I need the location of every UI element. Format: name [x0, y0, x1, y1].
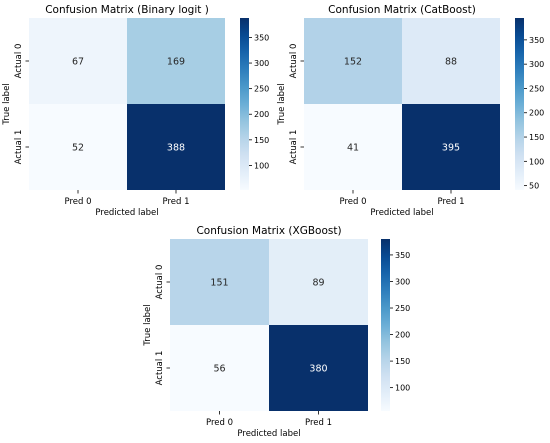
colorbar-tick-label: 250	[529, 84, 544, 93]
colorbar	[240, 18, 249, 190]
heatmap-cell	[127, 104, 225, 190]
confusion-matrix-3: Confusion Matrix (XGBoost) 151 89 56 380 Pred…	[143, 225, 410, 439]
x-tick-label: Pred 0	[339, 197, 366, 207]
y-axis-label: True label	[2, 83, 12, 125]
cell-value-label: 41	[347, 143, 359, 154]
colorbar-tick-label: 300	[395, 277, 410, 286]
cell-value-label: 151	[210, 278, 228, 289]
heatmap-cell	[402, 104, 500, 190]
confusion-matrix-2: Confusion Matrix (CatBoost) 152 88 41 395 Pre…	[277, 4, 544, 218]
cell-value-label: 380	[309, 364, 327, 375]
x-axis-label: Predicted label	[95, 208, 158, 218]
x-tick-label: Pred 1	[162, 197, 189, 207]
heatmap-cell	[304, 104, 402, 190]
colorbar	[381, 239, 390, 411]
x-axis-label: Predicted label	[237, 429, 300, 439]
colorbar-tick-label: 350	[254, 33, 269, 42]
confusion-matrix-1: Confusion Matrix (Binary logit ) 67 169 52 3…	[2, 4, 269, 218]
colorbar-tick-label: 150	[254, 136, 269, 145]
x-tick-label: Pred 0	[64, 197, 91, 207]
y-tick-label: Actual 0	[14, 44, 24, 79]
heatmap-cell	[127, 18, 225, 104]
colorbar-tick-label: 50	[529, 182, 539, 191]
x-tick-label: Pred 1	[305, 418, 332, 428]
cell-value-label: 56	[213, 364, 225, 375]
colorbar-tick-label: 350	[529, 36, 544, 45]
colorbar-tick-label: 200	[529, 109, 544, 118]
heatmap-cell	[269, 325, 368, 411]
colorbar	[515, 18, 524, 190]
heatmap-cell	[402, 18, 500, 104]
x-axis-label: Predicted label	[370, 208, 433, 218]
cell-value-label: 88	[445, 57, 457, 68]
heatmap-cell	[170, 325, 269, 411]
colorbar-tick-label: 150	[395, 357, 410, 366]
chart-title: Confusion Matrix (Binary logit )	[45, 4, 209, 16]
colorbar-tick-label: 100	[254, 161, 269, 170]
cell-value-label: 395	[442, 143, 460, 154]
y-tick-label: Actual 1	[289, 130, 299, 165]
cell-value-label: 388	[167, 143, 185, 154]
heatmap-cell	[29, 104, 127, 190]
heatmap-cell	[304, 18, 402, 104]
x-tick-label: Pred 0	[206, 418, 233, 428]
y-tick-label: Actual 1	[155, 351, 165, 386]
colorbar-tick-label: 250	[254, 85, 269, 94]
chart-title: Confusion Matrix (XGBoost)	[196, 225, 341, 237]
colorbar-tick-label: 300	[254, 59, 269, 68]
colorbar-tick-label: 200	[395, 331, 410, 340]
colorbar-tick-label: 100	[529, 157, 544, 166]
cell-value-label: 152	[344, 57, 362, 68]
colorbar-tick-label: 100	[395, 384, 410, 393]
y-axis-label: True label	[143, 304, 153, 346]
cell-value-label: 169	[167, 57, 185, 68]
heatmap-cell	[170, 239, 269, 325]
colorbar-tick-label: 300	[529, 60, 544, 69]
cell-value-label: 52	[72, 143, 84, 154]
chart-title: Confusion Matrix (CatBoost)	[328, 4, 476, 16]
cell-value-label: 67	[72, 57, 84, 68]
y-tick-label: Actual 1	[14, 130, 24, 165]
heatmap-cell	[269, 239, 368, 325]
x-tick-label: Pred 1	[437, 197, 464, 207]
colorbar-tick-label: 200	[254, 110, 269, 119]
colorbar-tick-label: 350	[395, 251, 410, 260]
cell-value-label: 89	[312, 278, 324, 289]
y-tick-label: Actual 0	[289, 44, 299, 79]
y-axis-label: True label	[277, 83, 287, 125]
colorbar-tick-label: 250	[395, 304, 410, 313]
y-tick-label: Actual 0	[155, 265, 165, 300]
colorbar-tick-label: 150	[529, 133, 544, 142]
heatmap-cell	[29, 18, 127, 104]
